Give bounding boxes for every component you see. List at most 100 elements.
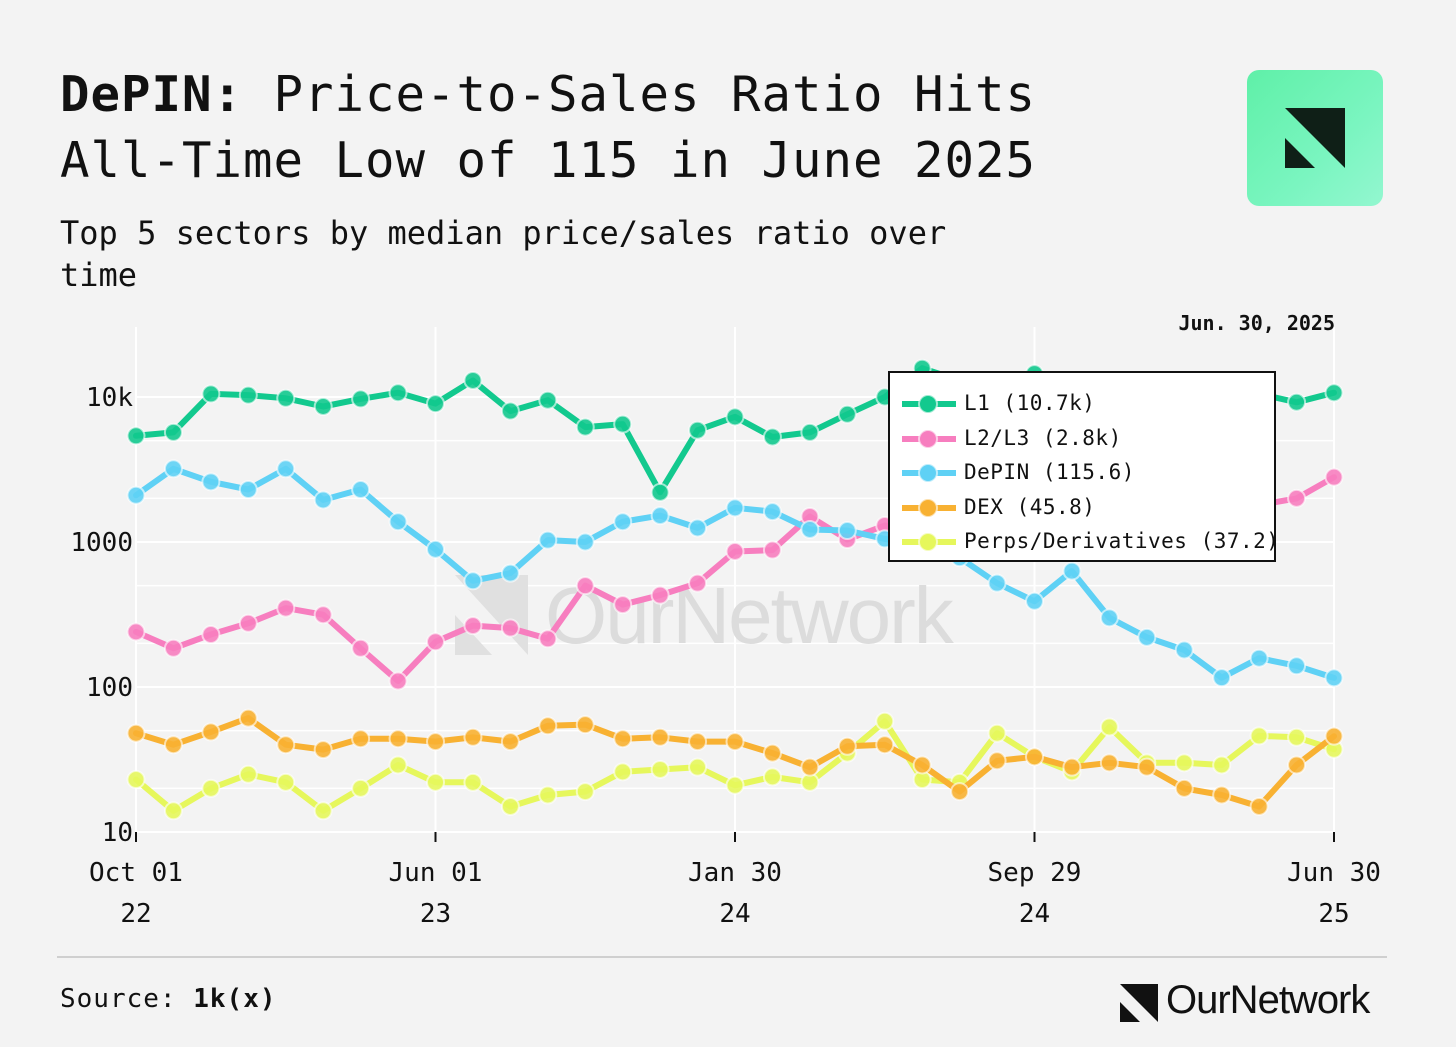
data-point — [575, 532, 595, 552]
data-point — [1212, 755, 1232, 775]
data-point — [1174, 778, 1194, 798]
y-tick-label: 10 — [102, 818, 133, 848]
data-point — [987, 573, 1007, 593]
data-point — [351, 729, 371, 749]
data-point — [276, 735, 296, 755]
data-point — [538, 785, 558, 805]
data-point — [688, 757, 708, 777]
data-point — [1062, 561, 1082, 581]
data-point — [800, 757, 820, 777]
data-point — [313, 801, 333, 821]
x-tick-label: Jan 30 — [688, 858, 782, 888]
data-point — [1212, 785, 1232, 805]
brand-name: OurNetwork — [1166, 978, 1370, 1022]
data-point — [351, 389, 371, 409]
data-point — [1324, 383, 1344, 403]
data-point — [388, 671, 408, 691]
data-point — [313, 740, 333, 760]
data-point — [463, 616, 483, 636]
x-tick-year: 22 — [120, 899, 151, 929]
data-point — [538, 716, 558, 736]
data-point — [762, 743, 782, 763]
data-point — [1249, 796, 1269, 816]
data-point — [351, 638, 371, 658]
data-point — [688, 518, 708, 538]
x-tick-label: Jun 30 — [1287, 858, 1381, 888]
x-tick-year: 24 — [1019, 899, 1050, 929]
data-point — [950, 782, 970, 802]
data-point — [613, 729, 633, 749]
legend-item: DEX (45.8) — [900, 491, 1280, 525]
data-point — [987, 751, 1007, 771]
data-point — [126, 485, 146, 505]
source-value: 1k(x) — [193, 984, 277, 1014]
data-point — [388, 729, 408, 749]
data-point — [388, 755, 408, 775]
data-point — [837, 404, 857, 424]
data-point — [463, 772, 483, 792]
chart-title: DePIN: Price-to-Sales Ratio Hits All-Tim… — [60, 62, 1140, 194]
data-point — [1137, 627, 1157, 647]
data-point — [163, 801, 183, 821]
data-point — [1099, 608, 1119, 628]
legend-label: L1 (10.7k) — [964, 391, 1096, 415]
data-point — [538, 390, 558, 410]
source-label: Source: — [60, 984, 177, 1014]
data-point — [201, 472, 221, 492]
source-note: Source: 1k(x) — [60, 984, 277, 1014]
data-point — [238, 480, 258, 500]
data-point — [238, 708, 258, 728]
data-point — [126, 622, 146, 642]
data-point — [538, 629, 558, 649]
data-point — [613, 595, 633, 615]
data-point — [163, 422, 183, 442]
legend-swatch — [902, 463, 956, 483]
data-point — [201, 778, 221, 798]
axis-layer: 10 100 1000 10k Oct 01 22 Jun 01 23 Jan 30 24 Sep … — [70, 383, 1381, 929]
y-tick-label: 100 — [86, 673, 133, 703]
ournetwork-logo-icon — [1285, 108, 1345, 168]
data-point — [987, 723, 1007, 743]
chart-legend: L1 (10.7k) L2/L3 (2.8k) DePIN (115.6) DEX (… — [888, 371, 1279, 562]
data-point — [500, 796, 520, 816]
brand-mark-icon — [1120, 984, 1158, 1022]
data-point — [500, 618, 520, 638]
data-point — [1287, 656, 1307, 676]
data-point — [500, 563, 520, 583]
legend-swatch — [902, 428, 956, 449]
data-point — [800, 519, 820, 539]
data-point — [313, 605, 333, 625]
data-point — [126, 723, 146, 743]
data-point — [650, 727, 670, 747]
data-point — [388, 383, 408, 403]
data-point — [1025, 591, 1044, 611]
data-point — [163, 735, 183, 755]
data-point — [463, 370, 483, 390]
legend-label: DEX (45.8) — [964, 494, 1096, 519]
data-point — [163, 459, 183, 479]
legend-swatch — [902, 394, 956, 414]
series-dex — [126, 708, 1344, 816]
data-point — [762, 427, 782, 447]
data-point — [426, 539, 445, 559]
data-point — [500, 732, 520, 752]
data-point — [613, 762, 633, 782]
data-point — [912, 755, 932, 775]
data-point — [126, 426, 146, 446]
data-point — [351, 480, 371, 500]
data-point — [463, 571, 483, 591]
legend-swatch — [902, 532, 956, 552]
data-point — [238, 613, 258, 633]
series-depin — [126, 459, 1344, 688]
watermark-text: OurNetwork — [545, 571, 955, 660]
x-tick-label: Jun 01 — [389, 858, 483, 888]
data-point — [688, 732, 708, 752]
data-point — [650, 759, 670, 779]
data-point — [575, 715, 595, 735]
data-point — [1099, 717, 1119, 737]
data-point — [463, 727, 483, 747]
data-point — [688, 420, 708, 440]
data-point — [1062, 757, 1082, 777]
data-point — [538, 530, 558, 550]
legend-label: L2/L3 (2.8k) — [964, 425, 1122, 450]
